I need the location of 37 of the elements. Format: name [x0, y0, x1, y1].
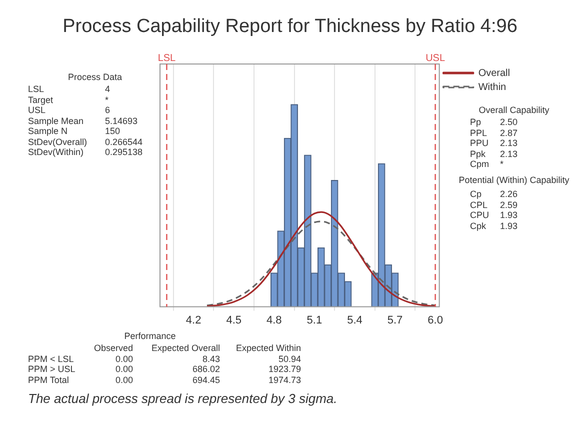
text: Cp 2.26	[470, 189, 518, 199]
text: Pp 2.50	[470, 117, 518, 127]
text: Cpm *	[470, 159, 504, 169]
x-tick-label: 6.0	[428, 314, 443, 326]
text: PPL 2.87	[470, 128, 518, 138]
legend-label: Overall	[478, 68, 510, 79]
text: Ppk 2.13	[470, 148, 518, 158]
text: PPM Total 0.00 694.45 1974.73	[28, 374, 301, 384]
text: StDev(Within) 0.295138	[28, 147, 143, 157]
text: CPU 1.93	[470, 210, 518, 220]
text: Potential (Within) Capability	[458, 175, 570, 185]
x-tick-label: 4.2	[186, 314, 202, 326]
text: The actual process spread is represented by 3 sigma.	[28, 391, 338, 406]
x-tick-label: 4.8	[266, 314, 282, 326]
text: StDev(Overall) 0.266544	[28, 136, 143, 146]
x-tick-label: 5.4	[347, 314, 362, 326]
text: PPU 2.13	[470, 138, 518, 148]
text: Target *	[28, 94, 109, 104]
chart-title: Process Capability Report for Thickness by Ratio 4:96	[62, 16, 518, 38]
text: Sample Mean 5.14693	[28, 116, 138, 126]
ref-line-label: LSL	[158, 52, 176, 64]
text: Performance	[123, 331, 177, 341]
text: USL 6	[28, 105, 110, 115]
text: CPL 2.59	[470, 200, 518, 210]
text: PPM < LSL 0.00 8.43 50.94	[28, 354, 301, 364]
x-tick-label: 5.1	[306, 314, 322, 326]
text: LSL 4	[28, 84, 110, 94]
text: PPM > USL 0.00 686.02 1923.79	[28, 364, 301, 374]
text: Observed Expected Overall Expected Within	[94, 343, 301, 353]
x-tick-label: 5.7	[387, 314, 403, 326]
text: Cpk 1.93	[470, 220, 518, 230]
text: Overall Capability	[478, 105, 550, 115]
x-tick-label: 4.5	[226, 314, 242, 326]
text: Process Data	[66, 72, 124, 82]
text: Sample N 150	[28, 126, 120, 136]
legend-label: Within	[478, 82, 506, 93]
ref-line-label: USL	[426, 52, 446, 64]
